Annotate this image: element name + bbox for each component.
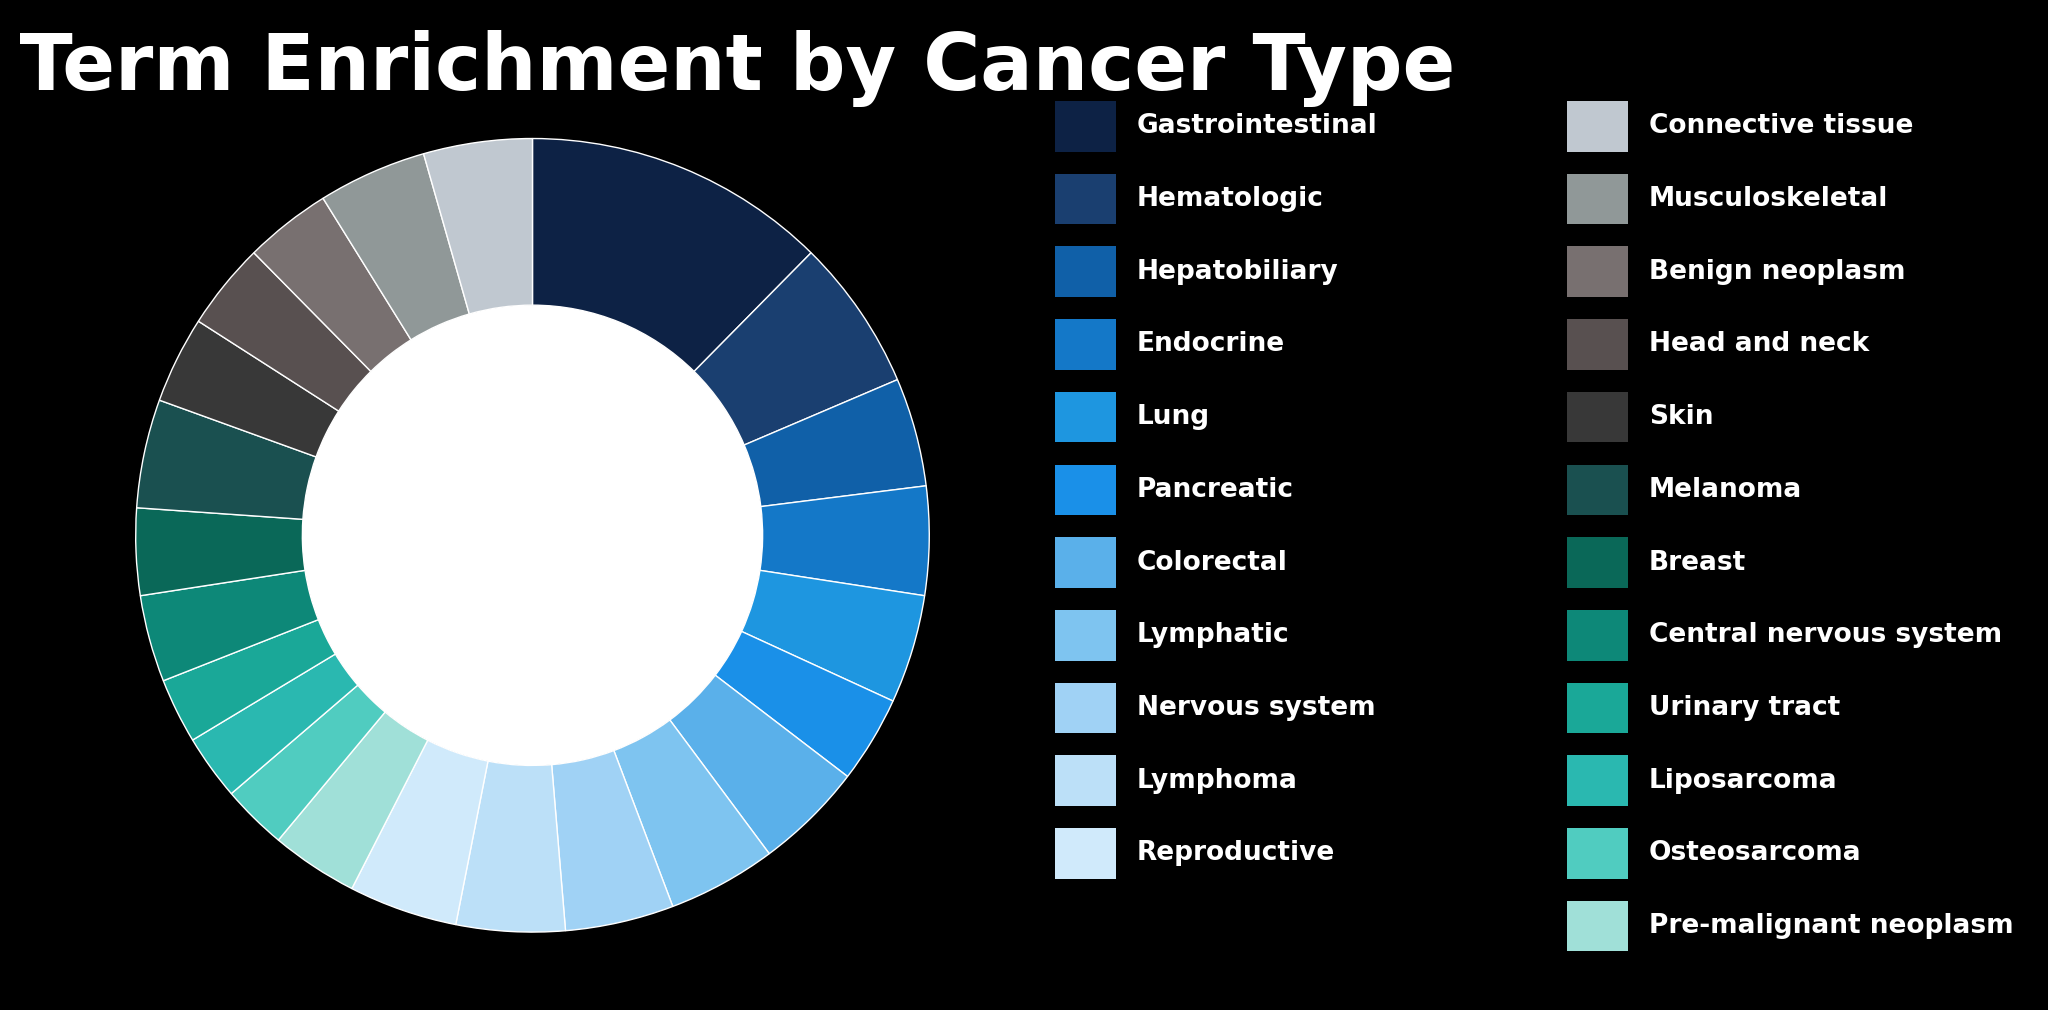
Wedge shape: [137, 400, 315, 519]
Wedge shape: [160, 321, 338, 457]
Text: Nervous system: Nervous system: [1137, 695, 1376, 721]
Text: Colorectal: Colorectal: [1137, 549, 1288, 576]
Text: Osteosarcoma: Osteosarcoma: [1649, 840, 1862, 867]
Circle shape: [303, 305, 762, 766]
Wedge shape: [324, 154, 469, 339]
Wedge shape: [743, 380, 926, 507]
Text: Musculoskeletal: Musculoskeletal: [1649, 186, 1888, 212]
Wedge shape: [352, 740, 487, 924]
Text: Disease Term Enrichment by Cancer Type: Disease Term Enrichment by Cancer Type: [0, 30, 1454, 107]
Text: Lung: Lung: [1137, 404, 1210, 430]
Text: Endocrine: Endocrine: [1137, 331, 1284, 358]
Text: Liposarcoma: Liposarcoma: [1649, 768, 1837, 794]
Text: Pre-malignant neoplasm: Pre-malignant neoplasm: [1649, 913, 2013, 939]
Text: Breast: Breast: [1649, 549, 1745, 576]
Text: Pancreatic: Pancreatic: [1137, 477, 1294, 503]
Text: Hepatobiliary: Hepatobiliary: [1137, 259, 1339, 285]
Wedge shape: [193, 654, 358, 794]
Text: Lymphatic: Lymphatic: [1137, 622, 1290, 648]
Wedge shape: [141, 571, 317, 681]
Wedge shape: [199, 252, 371, 411]
Text: Gastrointestinal: Gastrointestinal: [1137, 113, 1378, 139]
Wedge shape: [670, 676, 848, 853]
Wedge shape: [135, 508, 305, 596]
Wedge shape: [551, 750, 674, 930]
Wedge shape: [614, 720, 770, 906]
Wedge shape: [532, 138, 811, 372]
Wedge shape: [164, 620, 336, 740]
Text: Lymphoma: Lymphoma: [1137, 768, 1298, 794]
Wedge shape: [457, 762, 565, 932]
Text: Urinary tract: Urinary tract: [1649, 695, 1839, 721]
Text: Melanoma: Melanoma: [1649, 477, 1802, 503]
Wedge shape: [760, 486, 930, 596]
Text: Reproductive: Reproductive: [1137, 840, 1335, 867]
Wedge shape: [424, 138, 532, 314]
Wedge shape: [694, 252, 897, 445]
Wedge shape: [231, 685, 385, 840]
Text: Skin: Skin: [1649, 404, 1712, 430]
Wedge shape: [741, 571, 924, 701]
Text: Benign neoplasm: Benign neoplasm: [1649, 259, 1905, 285]
Wedge shape: [279, 712, 428, 889]
Text: Hematologic: Hematologic: [1137, 186, 1323, 212]
Text: Connective tissue: Connective tissue: [1649, 113, 1913, 139]
Wedge shape: [254, 198, 412, 372]
Text: Central nervous system: Central nervous system: [1649, 622, 2001, 648]
Wedge shape: [715, 631, 893, 777]
Text: Head and neck: Head and neck: [1649, 331, 1870, 358]
